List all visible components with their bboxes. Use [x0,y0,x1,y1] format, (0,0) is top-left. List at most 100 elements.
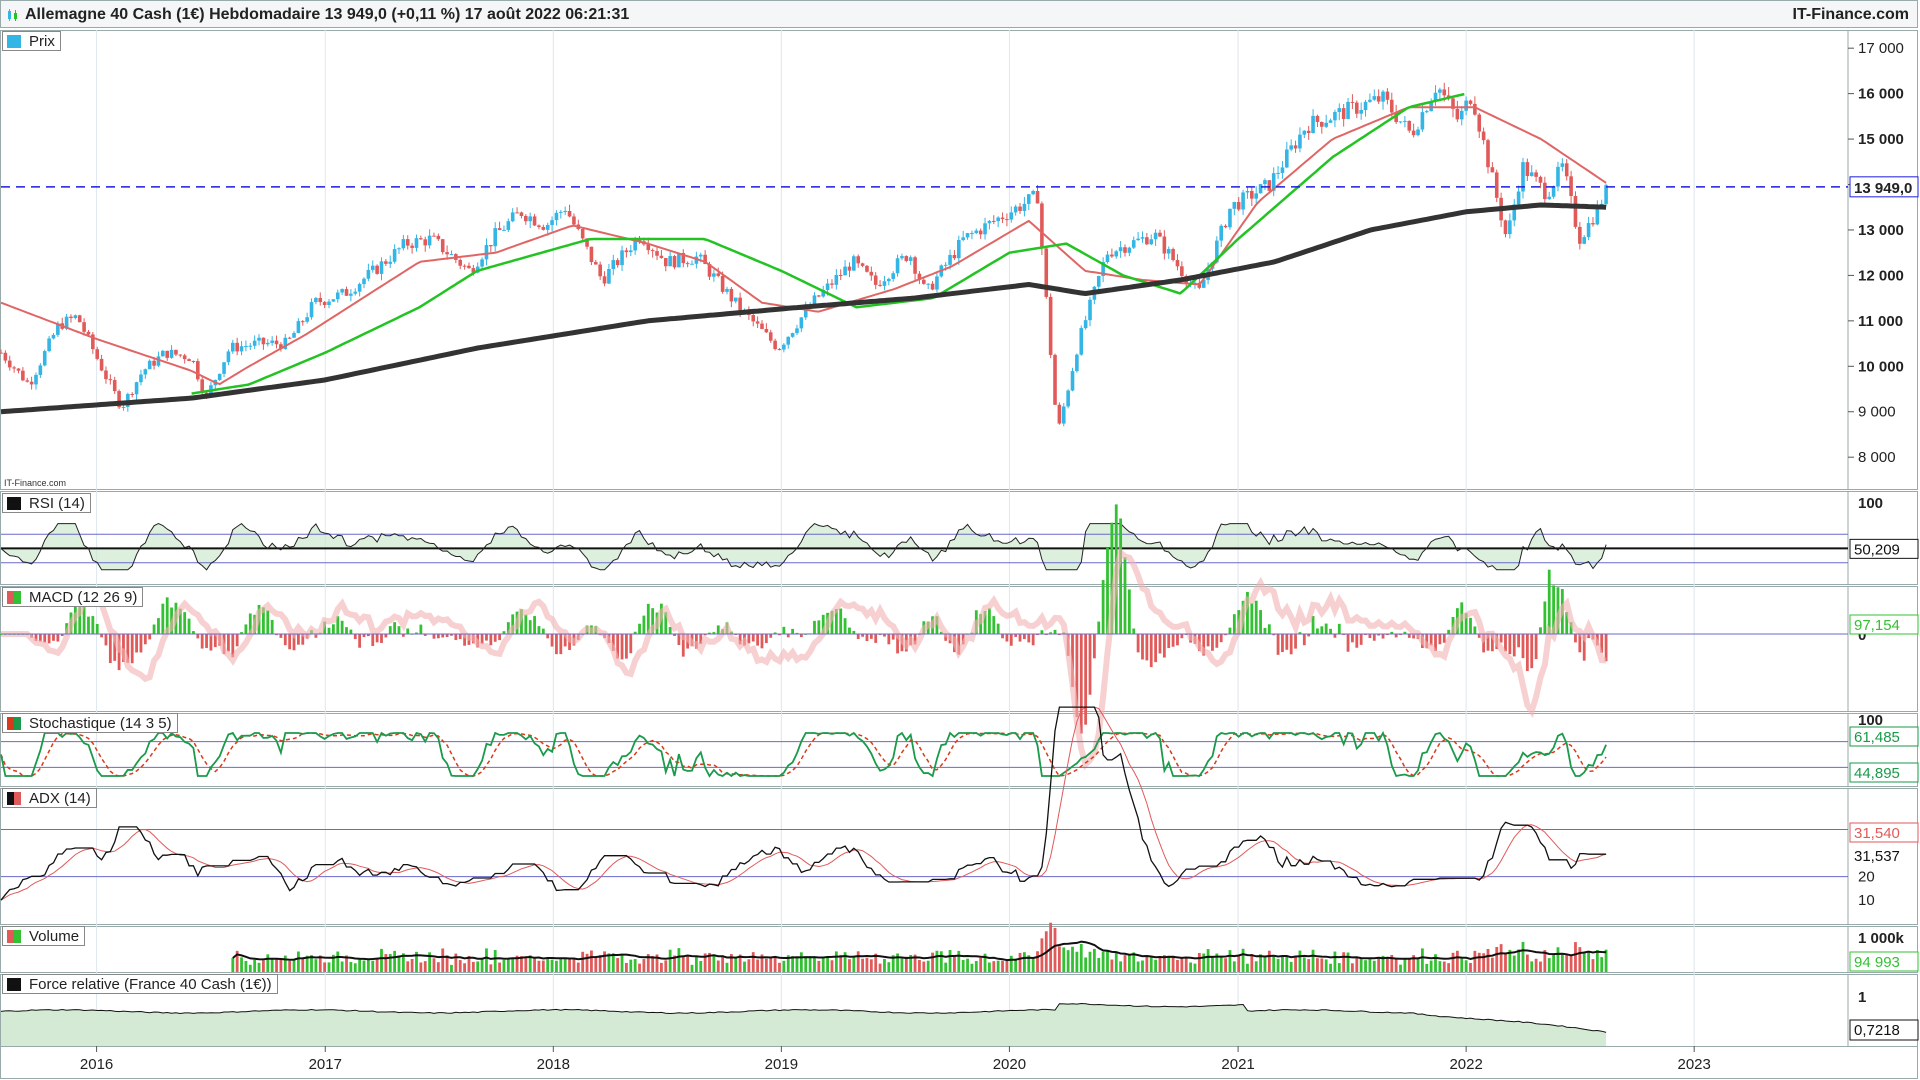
volume-bar [537,960,541,972]
macd-bar [1381,634,1385,639]
volume-bar [1556,947,1560,972]
candle-body [1486,140,1490,168]
macd-bar [821,614,825,634]
sma50-line [191,92,1465,395]
volume-bar [1014,958,1018,972]
volume-bar [1420,948,1424,972]
candle-body [467,265,471,269]
macd-bar [1377,634,1381,636]
x-tick-label: 2019 [765,1056,798,1073]
macd-bar [1246,591,1249,634]
rsi-panel-border [0,491,1918,585]
volume-bar [904,956,908,972]
rsi-panel-label[interactable]: RSI (14) [2,493,91,513]
macd-bar [388,626,392,634]
candle-body [712,273,716,277]
macd-bar [1329,628,1332,634]
macd-bar [1276,634,1280,655]
volume-bar [1023,952,1026,972]
candle-body [856,256,861,264]
candle-body [1145,237,1149,245]
volume-bar [450,964,453,972]
macd-bar [262,607,265,634]
rel-panel-label[interactable]: Force relative (France 40 Cash (1€)) [2,974,278,994]
candle-body [720,275,725,292]
candle-body [7,360,12,368]
volume-bar [848,959,851,972]
volume-bar [576,962,580,972]
volume-average-line [232,940,1607,962]
volume-bar [463,963,466,972]
volume-bar [1451,952,1455,972]
volume-bar [607,953,611,972]
adx-panel-label[interactable]: ADX (14) [2,788,97,808]
volume-bar [1460,958,1464,972]
candle-body [1118,247,1123,252]
stoch-panel-label[interactable]: Stochastique (14 3 5) [2,713,178,733]
volume-bar [244,960,248,972]
macd-bar [292,634,296,651]
macd-bar [450,634,453,636]
candle-body [314,298,318,303]
price-panel-label[interactable]: Prix [2,31,61,51]
volume-bar [655,954,659,972]
candle-body [182,355,187,360]
y-tick-label: 12 000 [1858,267,1904,284]
candle-body [405,239,410,246]
candle-body [904,256,909,261]
candle-body [1285,149,1289,168]
candle-body [274,340,279,345]
macd-bar [756,634,760,646]
volume-bar [485,948,488,972]
candle-body [821,289,826,297]
volume-bar [1246,963,1249,972]
macd-bar [165,597,169,634]
volume-bar [1001,960,1004,972]
candle-body [528,216,532,222]
candle-body [961,237,965,241]
macd-bar [1351,634,1354,643]
volume-bar [559,957,563,972]
macd-bar [813,620,816,634]
macd-panel-label[interactable]: MACD (12 26 9) [2,587,144,607]
candle-body [554,212,559,221]
volume-bar [1508,949,1512,972]
macd-bar [401,634,405,637]
volume-bar [1228,950,1232,972]
macd-bar [760,634,764,649]
candle-body [1018,206,1022,211]
volume-bar [760,954,764,972]
candle-body [292,333,296,338]
candle-body [607,268,611,284]
volume-bar [1215,953,1219,972]
volume-bar [1569,954,1573,972]
volume-bar [502,959,506,972]
macd-bar [415,632,418,634]
candle-body [559,211,563,213]
candle-body [445,252,449,255]
adx-label-text: ADX (14) [29,790,91,807]
macd-bar [1158,634,1162,654]
volume-bar [410,958,414,972]
macd-bar [751,634,755,642]
candle-body [991,220,996,222]
candle-body [1053,354,1057,405]
volume-bar [931,952,934,972]
candle-body [515,212,519,214]
candle-body [1083,320,1088,329]
candle-body [1110,254,1114,257]
candle-body [729,288,734,302]
macd-bar [143,634,147,645]
macd-bar [1018,634,1022,642]
candle-body [331,299,336,302]
macd-bar [511,614,515,634]
volume-bar [869,959,873,972]
candle-body [169,349,174,358]
volume-bar [366,958,370,972]
volume-bar [1084,957,1088,972]
volume-bar [1136,961,1140,972]
macd-bar [1136,634,1140,653]
macd-bar [1075,634,1079,718]
candle-body [764,328,769,333]
volume-panel-label[interactable]: Volume [2,926,86,946]
